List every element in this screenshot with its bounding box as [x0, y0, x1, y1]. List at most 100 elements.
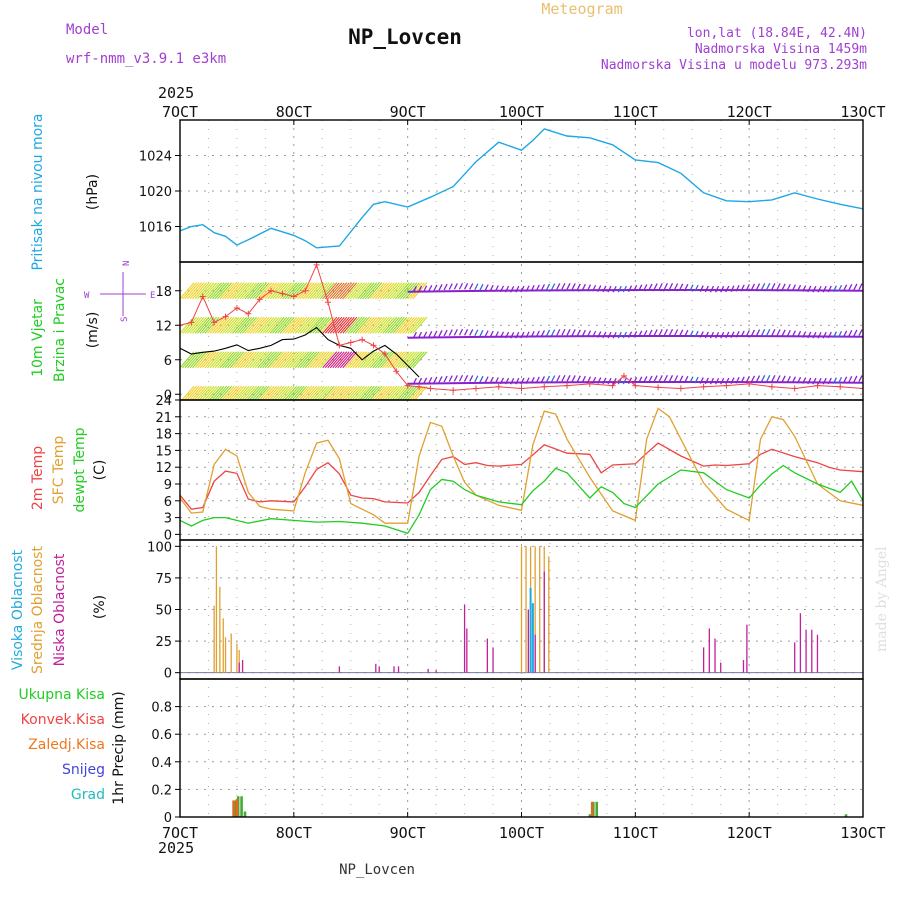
ytick-label: 50 [155, 604, 172, 619]
wind-barb [252, 316, 268, 334]
wind-barb [212, 316, 227, 334]
wind-barb [362, 282, 378, 300]
wind-barb [817, 377, 822, 385]
wind-barb [199, 316, 215, 334]
wind-barb [515, 377, 520, 385]
wind-barb [504, 377, 510, 385]
wind-barb [242, 351, 258, 369]
wind-barb [319, 351, 335, 369]
wind-speed-line [180, 326, 420, 378]
wind-barb [222, 351, 237, 369]
wind-barb [540, 376, 546, 383]
wind-barb [771, 329, 776, 336]
wind-barb [423, 377, 428, 385]
wind-barb [848, 284, 853, 291]
ytick-label: 25 [155, 635, 172, 650]
wind-barb [607, 331, 612, 339]
wind-barb [229, 316, 245, 334]
wind-barb [297, 351, 313, 369]
wind-barb [244, 351, 260, 369]
wind-barb [648, 375, 653, 383]
ytick-label: 12 [155, 319, 172, 334]
wind-barb [755, 375, 761, 382]
wind-barb [212, 351, 227, 369]
wind-barb [324, 351, 340, 369]
wind-barb [540, 330, 546, 337]
wind-barb [843, 330, 848, 338]
wind-barb [643, 284, 648, 291]
wind-barb [274, 316, 290, 334]
wind-barb [433, 330, 438, 338]
wind-barb [294, 316, 310, 334]
wind-barb [247, 316, 263, 334]
year-label-bottom: 2025 [158, 839, 194, 857]
wind-barb [689, 376, 694, 383]
wind-gust-point [180, 322, 183, 329]
wind-barb [252, 351, 268, 369]
wind-barb [272, 351, 288, 369]
wind-barb [663, 374, 668, 382]
wind-barb [453, 375, 458, 382]
wind-barb [399, 282, 415, 300]
wind-barb [827, 377, 832, 385]
wind-barb [342, 282, 358, 300]
wind-barb [389, 282, 405, 300]
precip-bar-total [588, 814, 592, 817]
top-tick-label: 8OCT [276, 103, 312, 121]
wind-barb [277, 351, 293, 369]
wind-barb [374, 316, 390, 334]
wind-barb [725, 285, 730, 293]
wind-barb [438, 330, 443, 337]
precip-bar-total [243, 811, 247, 817]
wind-barb [796, 330, 802, 338]
bottom-tick-label: 8OCT [276, 824, 312, 842]
wind-barb [304, 351, 320, 369]
wind-barb [837, 330, 843, 338]
ytick-label: 21 [155, 411, 172, 426]
wind-barb [392, 351, 408, 369]
top-tick-label: 12OCT [727, 103, 772, 121]
wind-barb [387, 316, 403, 334]
wind-gust-point [233, 305, 240, 311]
wind-barb [469, 329, 474, 336]
wind-gust-point [837, 383, 844, 390]
wind-barb [822, 331, 827, 339]
wind-barb [448, 329, 453, 336]
wind-barb [192, 351, 207, 369]
precip-frame [179, 678, 864, 818]
wind-barb [592, 376, 597, 384]
wind-barb [254, 282, 270, 300]
wind-barb [189, 316, 205, 334]
wind-barb [545, 375, 551, 383]
wind-barb [239, 316, 255, 334]
wind-barb [617, 285, 622, 293]
wind-barb [791, 376, 797, 383]
wind-barb [344, 316, 360, 334]
wind-barb [359, 351, 375, 369]
wind-barb [189, 351, 205, 369]
ytick-label: 0.6 [151, 728, 172, 743]
wind-barb [262, 316, 278, 334]
wind-gust-point [472, 385, 479, 392]
wind-barb [257, 316, 273, 334]
wind-barb [592, 284, 597, 292]
wind-barb [262, 351, 278, 369]
wind-barb [302, 316, 318, 334]
wind-barb [489, 376, 494, 384]
wind-barb [187, 316, 202, 334]
wind-gust-point [518, 385, 525, 392]
wind-barb [827, 285, 832, 293]
wind-gust-point [791, 385, 798, 392]
wind-barb [443, 283, 448, 291]
ytick-label: 3 [164, 512, 172, 527]
wind-barb [556, 329, 561, 336]
precip-bar-freezing [232, 800, 235, 817]
wind-barb [761, 329, 766, 336]
wind-barb [349, 316, 365, 334]
wind-gust-point [268, 287, 275, 294]
wind-barb [561, 374, 566, 382]
wind-barb [674, 283, 679, 290]
wind-barb [745, 330, 750, 337]
wind-barb [309, 282, 325, 300]
svg-text:N: N [122, 261, 132, 266]
